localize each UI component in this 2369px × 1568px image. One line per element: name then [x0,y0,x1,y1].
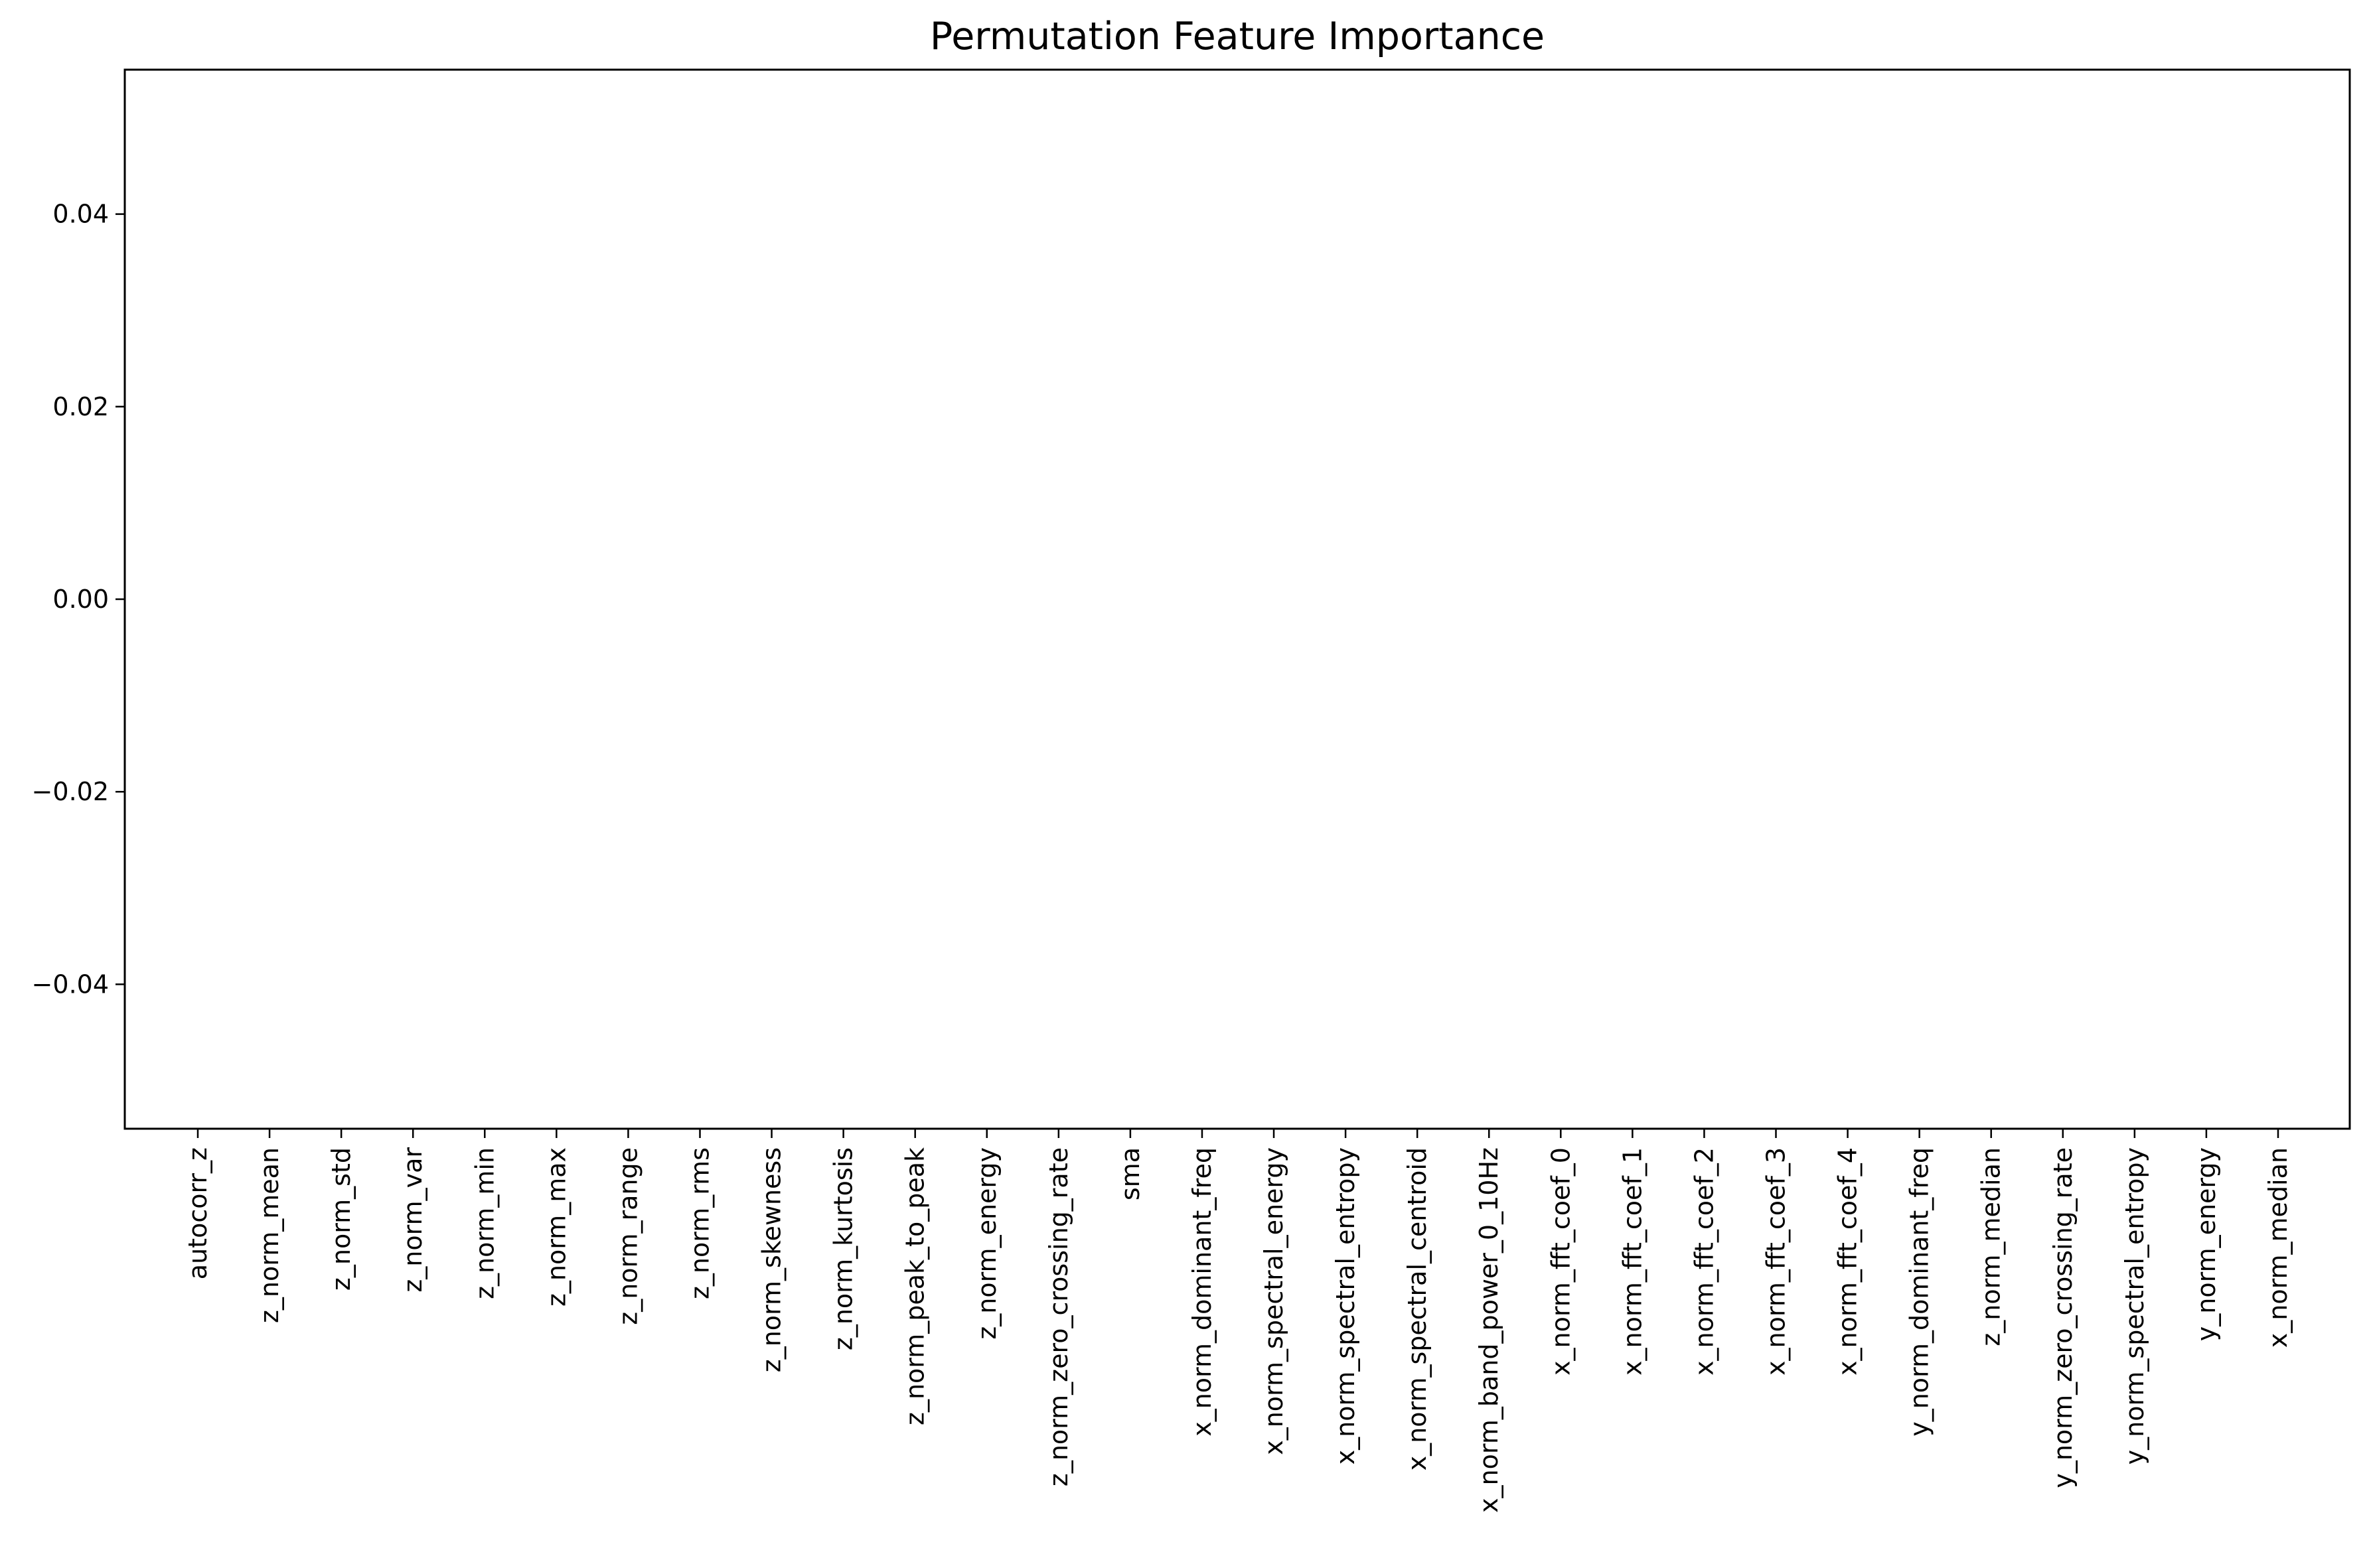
x-tick-label: z_norm_peak_to_peak [901,1147,930,1425]
x-tick-label: z_norm_min [470,1147,499,1299]
x-tick-label: z_norm_skewness [757,1147,787,1372]
x-tick-label: z_norm_var [398,1147,427,1293]
y-tick-label: −0.02 [32,777,109,806]
y-tick-label: −0.04 [32,969,109,999]
x-tick-label: x_norm_spectral_entropy [1331,1147,1360,1464]
x-tick-label: z_norm_energy [972,1147,1002,1340]
x-tick-label: x_norm_fft_coef_4 [1833,1147,1863,1376]
x-tick-label: z_norm_median [1977,1147,2006,1346]
x-axis: autocorr_z z_norm_mean z_norm_std z_norm_va… [183,1129,2293,1513]
x-tick-label: autocorr_z [183,1147,212,1279]
x-tick-label: x_norm_fft_coef_3 [1762,1147,1791,1376]
x-tick-label: x_norm_fft_coef_0 [1546,1147,1575,1376]
x-tick-label: z_norm_max [542,1147,571,1307]
y-tick-label: 0.00 [52,585,109,614]
chart-title: Permutation Feature Importance [930,15,1545,58]
x-tick-label: x_norm_band_power_0_10Hz [1474,1147,1503,1513]
x-tick-label: x_norm_fft_coef_2 [1689,1147,1719,1376]
x-tick-label: y_norm_spectral_entropy [2120,1147,2149,1464]
x-tick-label: x_norm_dominant_freq [1187,1147,1217,1437]
x-tick-label: z_norm_kurtosis [829,1147,858,1350]
x-tick-label: z_norm_range [613,1147,643,1325]
x-tick-label: x_norm_spectral_energy [1259,1147,1288,1455]
x-tick-label: x_norm_spectral_centroid [1403,1147,1432,1470]
plot-area-frame [123,68,2351,1130]
x-tick-label: x_norm_fft_coef_1 [1618,1147,1647,1376]
x-tick-label: y_norm_energy [2192,1147,2221,1341]
y-tick-label: 0.04 [52,200,109,229]
x-tick-label: y_norm_dominant_freq [1905,1147,1934,1437]
x-tick-label: x_norm_median [2263,1147,2293,1348]
x-tick-label: z_norm_std [327,1147,356,1291]
y-axis: −0.04 −0.02 0.00 0.02 0.04 [32,200,125,999]
x-tick-label: z_norm_zero_crossing_rate [1044,1147,1073,1486]
x-tick-label: sma [1116,1147,1145,1200]
x-tick-label: y_norm_zero_crossing_rate [2048,1147,2078,1488]
x-tick-label: z_norm_rms [685,1147,714,1299]
x-tick-label: z_norm_mean [255,1147,284,1323]
y-tick-label: 0.02 [52,392,109,421]
